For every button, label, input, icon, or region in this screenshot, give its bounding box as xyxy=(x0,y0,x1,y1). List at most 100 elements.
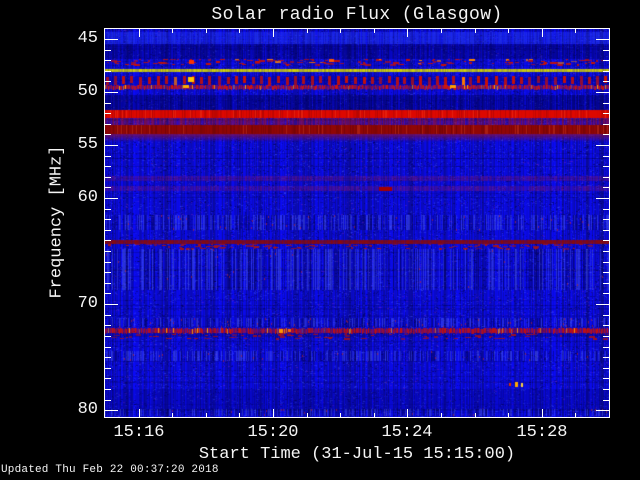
axis-tick xyxy=(105,293,111,294)
axis-tick xyxy=(508,413,509,417)
axis-tick xyxy=(603,103,609,104)
axis-tick xyxy=(603,251,609,252)
axis-tick xyxy=(603,134,609,135)
axis-tick xyxy=(603,60,609,61)
axis-tick xyxy=(105,156,111,157)
axis-tick xyxy=(407,29,408,37)
axis-tick xyxy=(105,347,111,348)
axis-tick xyxy=(603,71,609,72)
axis-tick xyxy=(596,39,609,40)
axis-tick xyxy=(603,113,609,114)
axis-tick xyxy=(105,272,111,273)
x-tick-label: 15:24 xyxy=(381,423,433,442)
axis-tick xyxy=(603,368,609,369)
axis-tick xyxy=(603,177,609,178)
axis-tick xyxy=(105,315,111,316)
axis-tick xyxy=(475,413,476,417)
axis-tick xyxy=(441,29,442,33)
x-axis-label: Start Time (31-Jul-15 15:15:00) xyxy=(198,445,516,464)
axis-tick xyxy=(105,209,111,210)
updated-timestamp: Updated Thu Feb 22 00:37:20 2018 xyxy=(1,464,219,476)
axis-tick xyxy=(596,92,609,93)
axis-tick xyxy=(105,81,111,82)
axis-tick xyxy=(105,389,111,390)
axis-tick xyxy=(105,251,111,252)
axis-tick xyxy=(603,50,609,51)
axis-tick xyxy=(105,283,111,284)
y-axis-label: Frequency [MHz] xyxy=(47,145,67,299)
axis-tick xyxy=(603,357,609,358)
axis-tick xyxy=(603,262,609,263)
axis-tick xyxy=(172,29,173,33)
axis-tick xyxy=(105,198,118,199)
axis-tick xyxy=(603,336,609,337)
axis-tick xyxy=(105,304,118,305)
axis-tick xyxy=(273,29,274,37)
axis-tick xyxy=(139,29,140,37)
x-tick-label: 15:16 xyxy=(113,423,165,442)
y-tick-label: 45 xyxy=(77,29,98,48)
axis-tick xyxy=(441,413,442,417)
axis-tick xyxy=(596,304,609,305)
axis-tick xyxy=(596,410,609,411)
axis-tick xyxy=(239,29,240,33)
axis-tick xyxy=(105,50,111,51)
axis-tick xyxy=(105,336,111,337)
axis-tick xyxy=(105,39,118,40)
axis-tick xyxy=(542,409,543,417)
axis-tick xyxy=(105,113,111,114)
axis-tick xyxy=(603,293,609,294)
axis-tick xyxy=(603,347,609,348)
axis-tick xyxy=(172,413,173,417)
axis-tick xyxy=(105,92,118,93)
axis-tick xyxy=(374,29,375,33)
axis-tick xyxy=(603,315,609,316)
spectrogram-canvas xyxy=(105,29,609,417)
axis-tick xyxy=(206,413,207,417)
axis-tick xyxy=(105,378,111,379)
axis-tick xyxy=(575,413,576,417)
axis-tick xyxy=(105,219,111,220)
axis-tick xyxy=(307,413,308,417)
axis-tick xyxy=(105,187,111,188)
x-tick-label: 15:20 xyxy=(247,423,299,442)
axis-tick xyxy=(105,166,111,167)
axis-tick xyxy=(603,156,609,157)
axis-tick xyxy=(105,71,111,72)
axis-tick xyxy=(603,378,609,379)
axis-tick xyxy=(105,240,111,241)
axis-tick xyxy=(105,145,118,146)
axis-tick xyxy=(475,29,476,33)
axis-tick xyxy=(105,177,111,178)
axis-tick xyxy=(105,410,118,411)
axis-tick xyxy=(596,145,609,146)
y-tick-label: 60 xyxy=(77,188,98,207)
axis-tick xyxy=(105,262,111,263)
axis-tick xyxy=(105,103,111,104)
axis-tick xyxy=(603,389,609,390)
axis-tick xyxy=(603,187,609,188)
axis-tick xyxy=(105,230,111,231)
axis-tick xyxy=(542,29,543,37)
axis-tick xyxy=(105,134,111,135)
y-tick-label: 50 xyxy=(77,82,98,101)
axis-tick xyxy=(407,409,408,417)
axis-tick xyxy=(603,219,609,220)
axis-tick xyxy=(139,409,140,417)
axis-tick xyxy=(603,230,609,231)
axis-tick xyxy=(105,357,111,358)
axis-tick xyxy=(603,81,609,82)
axis-tick xyxy=(340,413,341,417)
axis-tick xyxy=(603,124,609,125)
axis-tick xyxy=(340,29,341,33)
axis-tick xyxy=(596,198,609,199)
plot-area xyxy=(104,28,610,418)
axis-tick xyxy=(239,413,240,417)
x-tick-label: 15:28 xyxy=(516,423,568,442)
axis-tick xyxy=(105,124,111,125)
y-tick-label: 55 xyxy=(77,135,98,154)
chart-title: Solar radio Flux (Glasgow) xyxy=(211,5,503,25)
axis-tick xyxy=(105,325,111,326)
axis-tick xyxy=(603,240,609,241)
